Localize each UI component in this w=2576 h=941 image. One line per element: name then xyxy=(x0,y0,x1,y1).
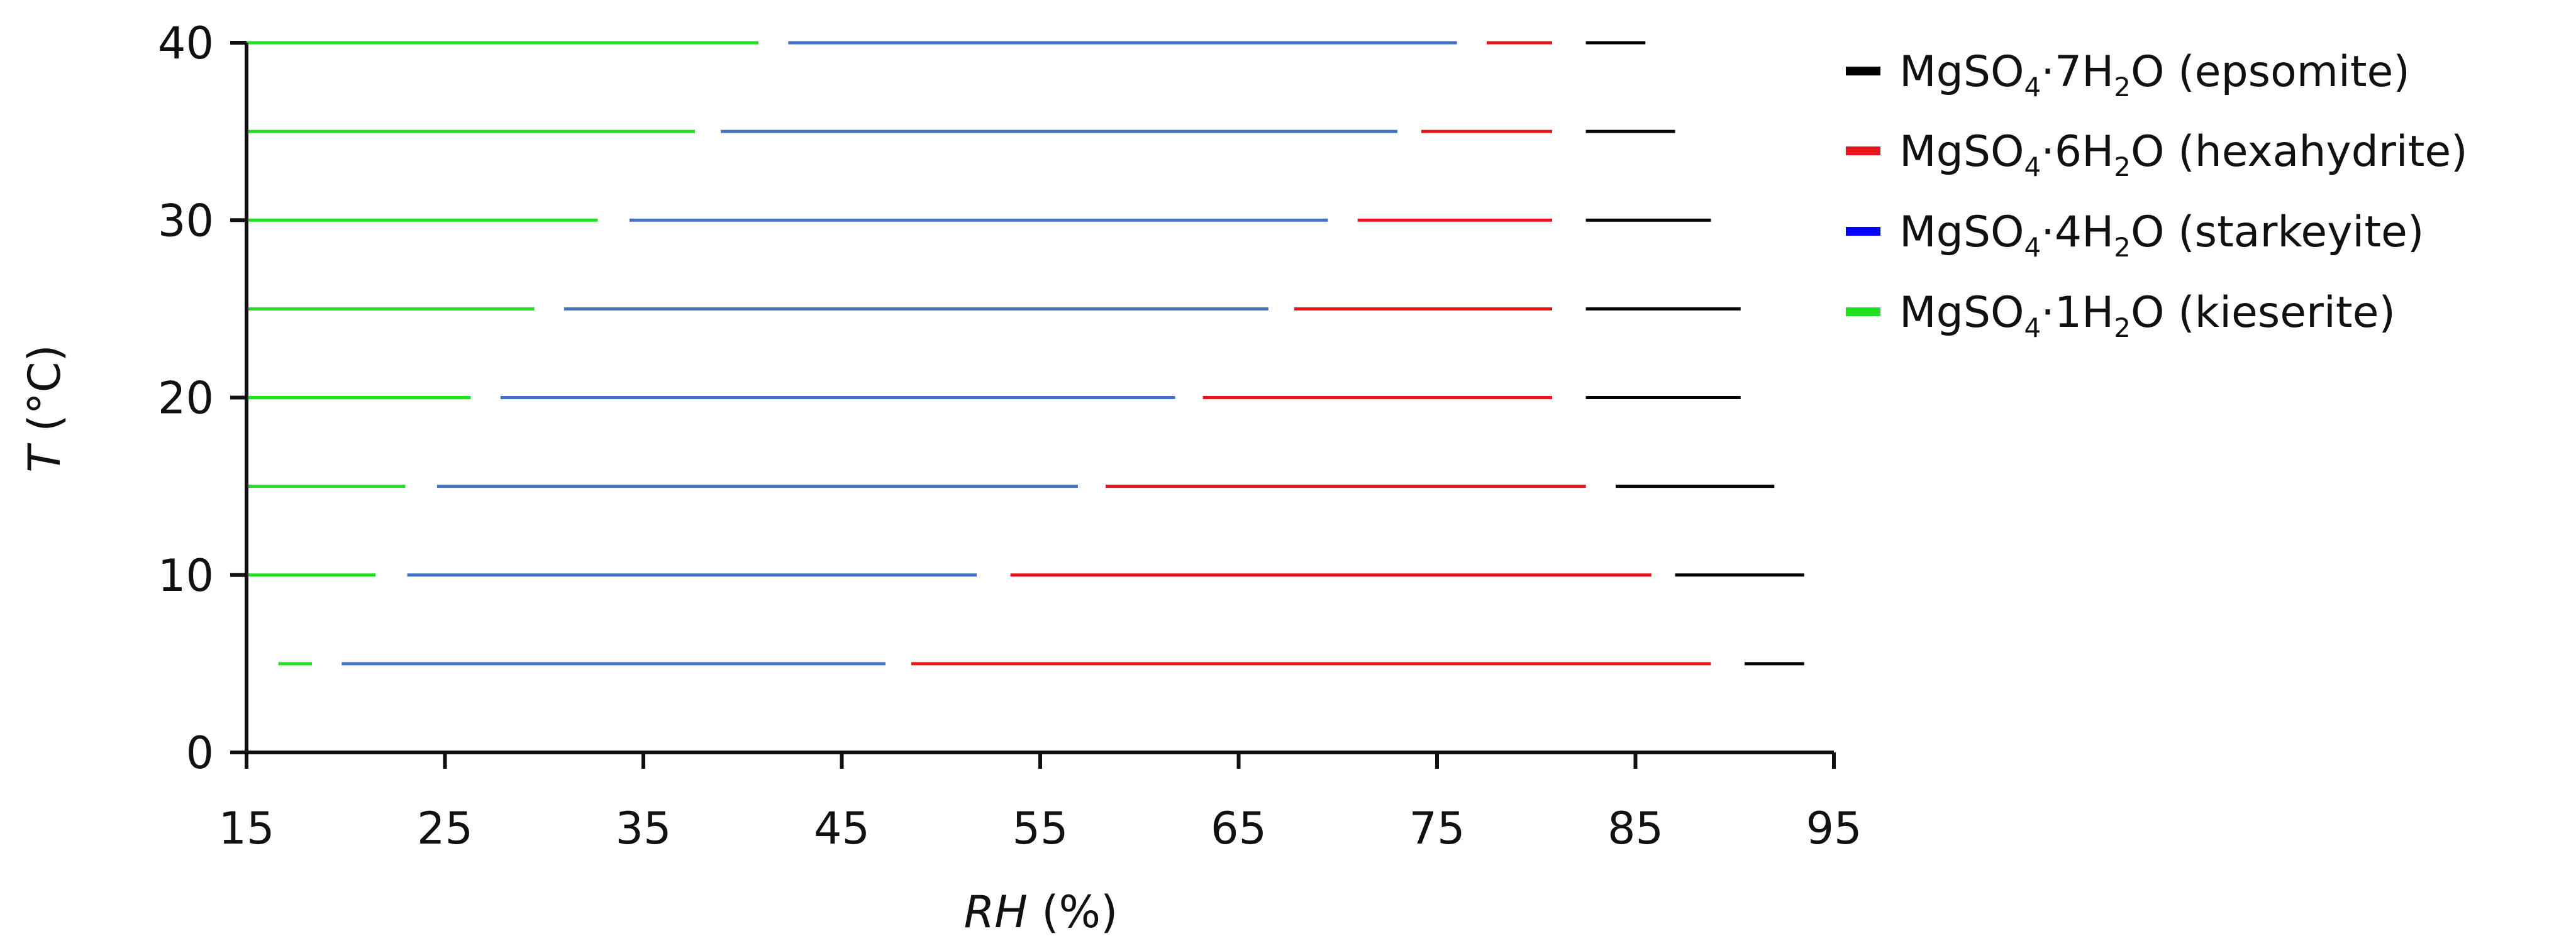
legend-label: MgSO4·4H2O (starkeyite) xyxy=(1899,207,2424,263)
y-tick-label: 30 xyxy=(158,195,214,246)
legend-label: MgSO4·1H2O (kieserite) xyxy=(1899,288,2396,343)
y-tick-label: 0 xyxy=(186,727,214,779)
y-tick-label: 20 xyxy=(158,373,214,424)
x-ticks: 15 25 35 45 55 65 75 85 95 xyxy=(218,752,1862,854)
legend-label: MgSO4·6H2O (hexahydrite) xyxy=(1899,127,2468,182)
x-tick-label: 15 xyxy=(218,803,274,854)
y-axis-title-var: T xyxy=(19,443,70,473)
x-axis-title-unit: (%) xyxy=(1028,886,1118,938)
x-tick-label: 75 xyxy=(1409,803,1465,854)
x-tick-label: 45 xyxy=(814,803,870,854)
legend-label: MgSO4·7H2O (epsomite) xyxy=(1899,47,2410,102)
y-tick-label: 40 xyxy=(158,18,214,69)
x-tick-label: 35 xyxy=(615,803,671,854)
y-axis-title-unit: (°C) xyxy=(19,344,70,446)
x-tick-label: 55 xyxy=(1012,803,1068,854)
legend: MgSO4·7H2O (epsomite) MgSO4·6H2O (hexahyd… xyxy=(1846,47,2468,343)
plot-area xyxy=(247,43,1804,664)
x-axis-title-var: RH xyxy=(964,886,1028,938)
y-ticks: 0 10 20 30 40 xyxy=(158,18,247,779)
x-tick-label: 85 xyxy=(1607,803,1663,854)
x-tick-label: 95 xyxy=(1806,803,1862,854)
y-axis-title: T (°C) xyxy=(19,344,70,473)
x-tick-label: 65 xyxy=(1211,803,1267,854)
x-axis-title: RH (%) xyxy=(964,886,1118,938)
x-tick-label: 25 xyxy=(417,803,473,854)
y-tick-label: 10 xyxy=(158,550,214,602)
